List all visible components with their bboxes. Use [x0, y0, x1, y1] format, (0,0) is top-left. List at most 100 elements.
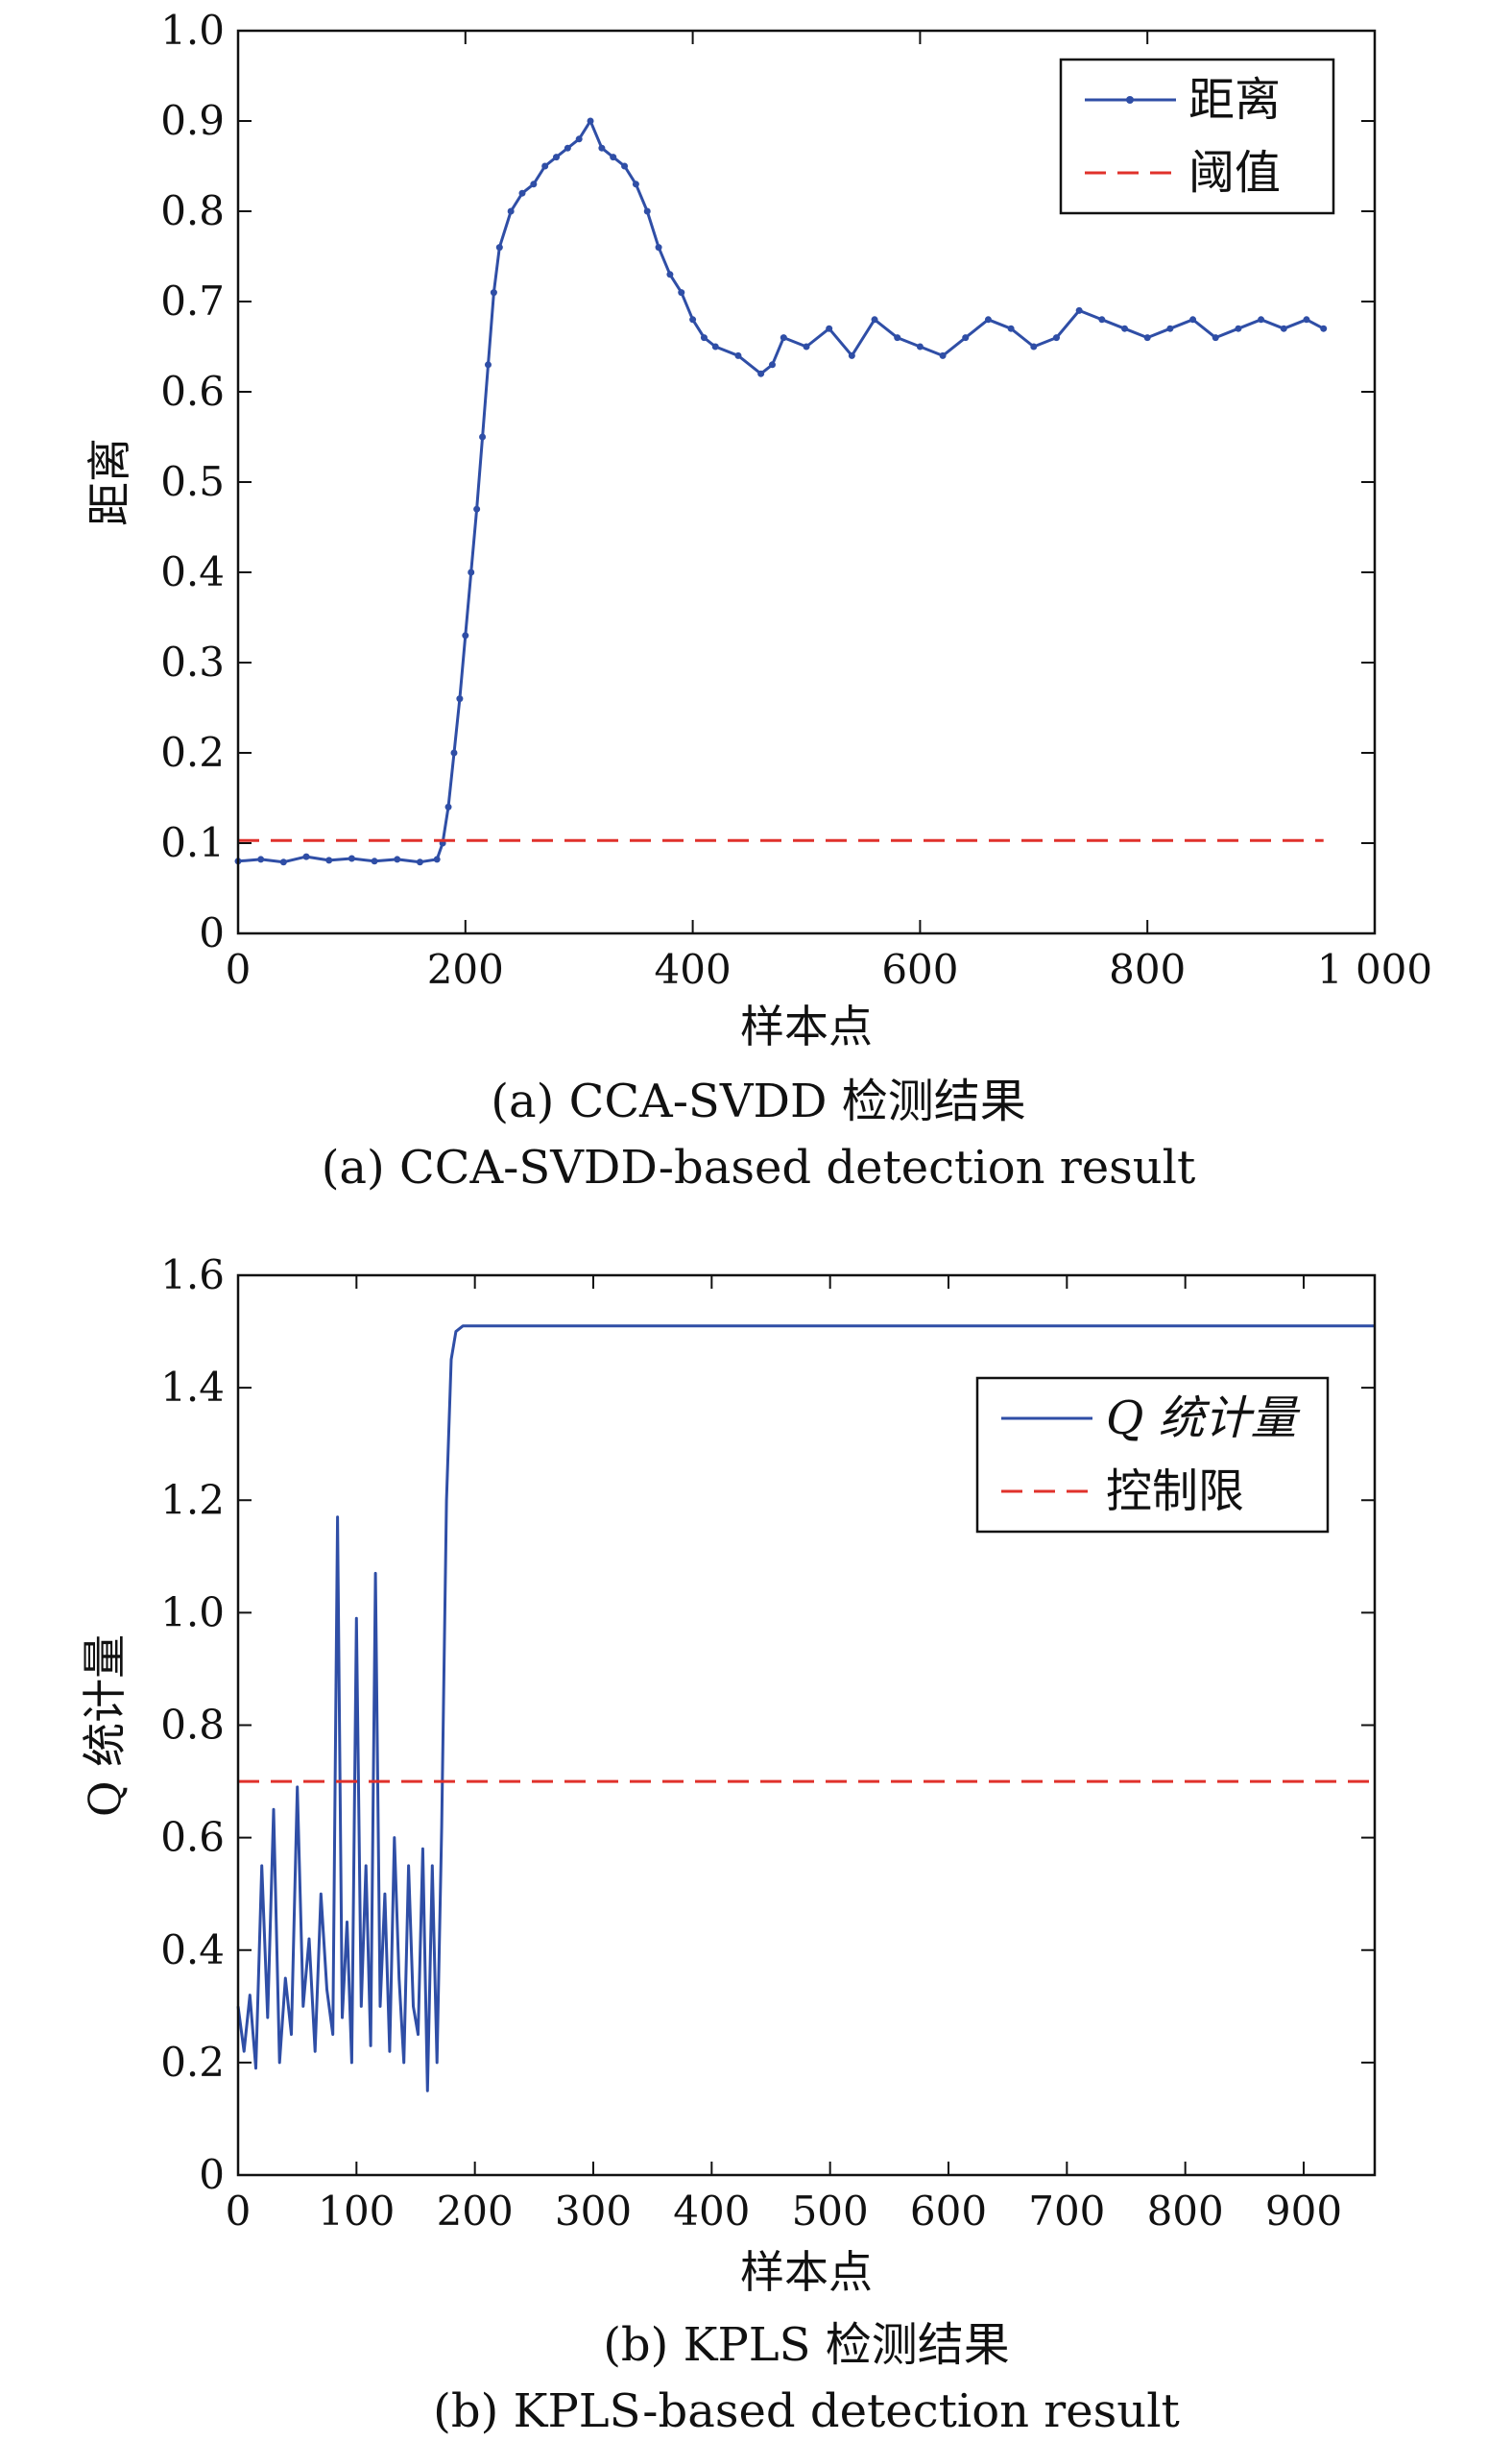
chart-a-data-point — [962, 334, 970, 342]
chart-b-series-layer — [236, 1324, 1375, 2092]
chart-a-data-point — [939, 351, 947, 359]
chart-a-data-point — [530, 181, 538, 188]
chart-a-y-tick-label: 0.6 — [160, 368, 225, 415]
chart-a-data-point — [1258, 316, 1265, 324]
chart-a-data-point — [1030, 343, 1038, 351]
chart-a-y-tick-label: 0.3 — [160, 639, 225, 686]
chart-a-data-point — [479, 433, 487, 441]
chart-b-plot-frame — [236, 1273, 1377, 2177]
chart-a-data-point — [279, 858, 287, 866]
chart-a-data-point — [803, 343, 810, 351]
chart-b-x-tick-label: 800 — [1147, 2188, 1224, 2235]
chart-b-y-tick-label: 1.2 — [160, 1476, 225, 1523]
chart-a-y-tick-label: 0.2 — [160, 729, 225, 776]
chart-b-x-tick-label: 0 — [226, 2188, 252, 2235]
chart-a-data-point — [468, 568, 475, 576]
chart-a-data-point — [575, 135, 583, 143]
chart-a-x-axis-label: 样本点 — [740, 1001, 873, 1052]
chart-a-data-point — [450, 749, 458, 757]
chart-a-data-point — [1303, 316, 1310, 324]
chart-a-ticks: 0 200 400 600 800 1 000 0 0.1 0.2 0.3 0.4 0.5 0.6 0.7… — [160, 7, 1432, 993]
chart-b: 0 100 200 300 400 500 600 700 800 900 0 0.2 0.4 0.6 0.… — [79, 1251, 1377, 2438]
chart-a-y-axis-label: 距离 — [84, 438, 135, 526]
chart-b-x-tick-label: 400 — [673, 2188, 750, 2235]
chart-a-data-point — [553, 154, 561, 161]
chart-a-data-point — [587, 117, 594, 125]
chart-a-data-point — [1007, 325, 1015, 332]
chart-a-data-point — [621, 162, 629, 170]
chart-a-data-point — [564, 144, 571, 152]
chart-a-data-point — [473, 505, 481, 513]
chart-a-data-point — [780, 334, 787, 342]
chart-a-data-point — [1235, 325, 1242, 332]
chart-a-data-point — [541, 162, 549, 170]
chart-a-data-point — [984, 316, 992, 324]
chart-a: 0 200 400 600 800 1 000 0 0.1 0.2 0.3 0.4 0.5 0.6 0.7… — [84, 7, 1432, 1195]
chart-a-data-point — [1121, 325, 1129, 332]
chart-a-data-point — [484, 361, 492, 369]
chart-a-data-point — [507, 207, 515, 215]
chart-b-y-axis-label: Q 统计量 — [79, 1634, 131, 1817]
chart-a-y-tick-label: 0.5 — [160, 458, 225, 505]
chart-a-data-point — [678, 289, 685, 297]
chart-a-y-tick-label: 0.7 — [160, 278, 225, 325]
chart-b-y-tick-label: 0.8 — [160, 1702, 225, 1749]
chart-a-x-tick-label: 0 — [226, 946, 252, 993]
chart-b-x-tick-label: 600 — [910, 2188, 987, 2235]
chart-a-data-point — [700, 334, 708, 342]
chart-a-legend: 距离 阈值 — [1059, 58, 1335, 215]
chart-a-data-point — [848, 351, 855, 359]
chart-a-data-point — [1143, 334, 1151, 342]
chart-a-x-tick-label: 1 000 — [1317, 946, 1432, 993]
chart-a-series-line-main — [237, 119, 1325, 864]
chart-a-legend-box — [1059, 58, 1335, 215]
chart-a-data-point — [871, 316, 878, 324]
chart-a-data-point — [1052, 334, 1060, 342]
chart-a-data-point — [894, 334, 901, 342]
chart-b-series-line-main — [236, 1324, 1375, 2092]
chart-b-x-tick-label: 900 — [1265, 2188, 1342, 2235]
chart-a-caption-en: (a) CCA-SVDD-based detection result — [322, 1141, 1196, 1195]
chart-a-data-point — [689, 316, 697, 324]
chart-b-legend: Q 统计量 控制限 — [975, 1376, 1330, 1534]
chart-a-plot-frame — [236, 29, 1377, 935]
chart-b-y-tick-label: 0.4 — [160, 1926, 225, 1973]
chart-a-data-point — [655, 244, 662, 252]
chart-b-y-tick-label: 1.4 — [160, 1364, 225, 1411]
chart-a-data-point — [371, 858, 378, 865]
chart-a-legend-label-threshold: 阈值 — [1188, 146, 1281, 200]
chart-b-legend-box — [975, 1376, 1330, 1534]
chart-a-data-point — [916, 343, 924, 351]
chart-a-x-tick-label: 800 — [1109, 946, 1186, 993]
chart-a-data-point — [302, 853, 310, 860]
chart-b-y-tick-label: 0.6 — [160, 1814, 225, 1861]
chart-b-x-tick-label: 100 — [318, 2188, 395, 2235]
chart-a-data-point — [518, 189, 526, 197]
chart-a-data-point — [1189, 316, 1197, 324]
chart-a-data-point — [462, 632, 469, 640]
chart-b-legend-label-q: Q 统计量 — [1106, 1391, 1301, 1445]
chart-a-y-tick-label: 0 — [199, 909, 225, 956]
chart-a-x-tick-label: 200 — [427, 946, 504, 993]
chart-b-x-tick-label: 300 — [555, 2188, 632, 2235]
chart-a-data-point — [598, 144, 606, 152]
chart-a-y-tick-label: 0.4 — [160, 548, 225, 595]
chart-a-caption-cn: (a) CCA-SVDD 检测结果 — [491, 1075, 1025, 1128]
chart-b-y-tick-label: 1.6 — [160, 1251, 225, 1298]
chart-a-y-tick-label: 1.0 — [160, 7, 225, 54]
chart-a-data-point — [416, 858, 423, 866]
chart-a-data-point — [610, 154, 617, 161]
chart-a-data-point — [325, 857, 333, 864]
chart-a-data-point — [826, 325, 833, 332]
chart-a-legend-label-distance: 距离 — [1188, 73, 1281, 127]
chart-a-data-point — [490, 289, 497, 297]
chart-b-x-tick-label: 500 — [792, 2188, 869, 2235]
chart-a-data-point — [1212, 334, 1219, 342]
chart-a-x-tick-label: 600 — [881, 946, 958, 993]
chart-b-y-tick-label: 0.2 — [160, 2039, 225, 2086]
chart-b-y-tick-label: 1.0 — [160, 1588, 225, 1635]
chart-a-data-point — [711, 343, 719, 351]
chart-a-data-point — [1098, 316, 1106, 324]
chart-b-x-axis-label: 样本点 — [740, 2246, 873, 2298]
